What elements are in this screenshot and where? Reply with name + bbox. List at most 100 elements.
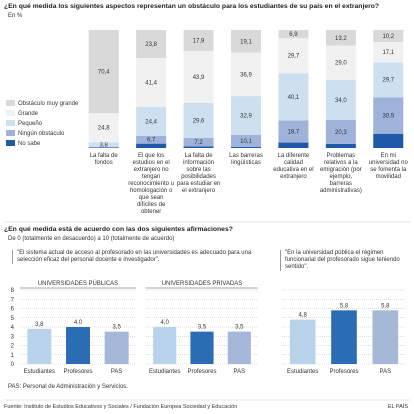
value-label: 6,7: [147, 138, 156, 144]
bar-segment: [136, 135, 167, 144]
bar-segment: [373, 62, 404, 98]
value-label: 24,4: [145, 119, 157, 125]
source: Fuente: Instituto de Estudios Educativos…: [4, 404, 238, 410]
bar-segment: [278, 38, 309, 74]
value-label: 4,0: [74, 320, 83, 326]
bar-segment: [231, 96, 261, 135]
y-tick-label: 2: [11, 344, 15, 350]
bar: [104, 331, 129, 364]
note: PAS: Personal de Administración y Servic…: [8, 384, 128, 390]
value-label: 34,0: [335, 98, 347, 104]
value-label: 19,1: [240, 39, 252, 45]
value-label: 13,2: [335, 36, 347, 42]
value-label: 5,8: [340, 303, 349, 309]
bar-segment: [183, 51, 214, 103]
value-label: 3,8: [35, 322, 44, 328]
x-tick-label: En mi universidad no se fomenta la movil…: [368, 153, 408, 180]
value-label: 29,0: [335, 61, 347, 67]
value-label: 18,7: [288, 130, 300, 136]
title: ¿En qué medida los siguientes aspectos r…: [4, 3, 380, 10]
x-tick-label: La diferente calidad educativa en el ext…: [273, 153, 314, 180]
bar: [289, 319, 316, 364]
value-label: 7,2: [194, 140, 203, 146]
value-label: 29,6: [193, 118, 205, 124]
bar-segment: [136, 143, 167, 148]
x-tick-label: Las barreras lingüísticas: [229, 153, 263, 166]
value-label: 5,8: [381, 303, 390, 309]
bar-segment: [136, 30, 167, 59]
y-tick-label: 7: [11, 297, 15, 303]
bar-segment: [183, 30, 214, 52]
bar: [372, 310, 399, 364]
x-tick-label: Profesores: [187, 369, 216, 375]
x-tick-label: Profesores: [63, 369, 92, 375]
x-tick-label: El que los estudios en el extranjero no …: [128, 153, 174, 215]
value-label: 3,8: [100, 143, 109, 149]
y-tick-label: 3: [11, 334, 15, 340]
x-tick-label: La falta de información sobre las posibi…: [176, 153, 221, 194]
value-label: 17,9: [193, 39, 205, 45]
panel-title: UNIVERSIDADES PÚBLICAS: [38, 280, 118, 287]
section-title: ¿En qué medida está de acuerdo con las d…: [4, 226, 233, 233]
x-tick-label: Estudiantes: [287, 369, 318, 375]
bar-segment: [325, 45, 356, 80]
bar-segment: [183, 137, 214, 147]
quote: "En la universidad pública el régimen fu…: [280, 250, 410, 271]
legend-swatch: [6, 120, 15, 126]
legend-label: No sabe: [18, 141, 41, 147]
brand: EL PAÍS: [387, 404, 408, 410]
bar-segment: [373, 97, 404, 134]
y-tick-label: 5: [11, 316, 15, 322]
subtitle: En %: [8, 13, 23, 19]
bar-segment: [278, 120, 309, 143]
bar-segment: [183, 102, 214, 138]
value-label: 4,0: [160, 320, 169, 326]
y-tick-label: 0: [11, 362, 15, 368]
value-label: 23,8: [145, 42, 157, 48]
bar-segment: [373, 42, 404, 63]
bar-segment: [325, 143, 356, 148]
value-label: 36,9: [240, 72, 252, 78]
section-subtitle: De 0 (totalmente en desacuerdo) a 10 (to…: [8, 236, 175, 242]
bar-segment: [136, 106, 167, 136]
x-tick-label: La falta de fondos: [89, 153, 118, 166]
value-label: 10,1: [240, 139, 252, 145]
value-label: 29,7: [288, 54, 300, 60]
value-label: 40,1: [288, 95, 300, 101]
value-label: 20,3: [335, 130, 347, 136]
bar-segment: [88, 146, 119, 148]
value-label: 3,5: [235, 325, 244, 331]
bar-segment: [231, 52, 261, 97]
value-label: 17,1: [382, 50, 394, 56]
value-label: 3,5: [198, 325, 207, 331]
x-tick-label: Profesores: [329, 369, 358, 375]
value-label: 4,8: [298, 313, 307, 319]
bar-segment: [325, 79, 356, 120]
legend-label: Obstáculo muy grande: [18, 101, 79, 107]
bar-segment: [231, 134, 261, 147]
value-label: 3,5: [112, 325, 121, 331]
bar-segment: [231, 146, 261, 148]
value-label: 6,9: [289, 32, 298, 38]
bar-segment: [325, 30, 356, 46]
bar-segment: [88, 142, 119, 147]
bar-segment: [373, 30, 404, 43]
value-label: 10,2: [382, 34, 394, 40]
value-label: 32,9: [240, 113, 252, 119]
x-tick-label: Problemas relativos a la emigración (por…: [319, 153, 362, 194]
x-tick-label: PAS: [234, 369, 246, 375]
x-tick-label: Estudiantes: [149, 369, 180, 375]
bar-segment: [278, 30, 309, 39]
bar: [331, 310, 357, 364]
bar: [66, 327, 90, 364]
y-tick-label: 8: [11, 288, 15, 294]
legend-label: Grande: [18, 111, 39, 117]
x-tick-label: Estudiantes: [24, 369, 55, 375]
legend-label: Pequeño: [18, 121, 43, 127]
x-tick-label: PAS: [111, 369, 123, 375]
value-label: 29,7: [382, 78, 394, 84]
bar-segment: [373, 133, 404, 148]
bar-segment: [88, 113, 119, 143]
